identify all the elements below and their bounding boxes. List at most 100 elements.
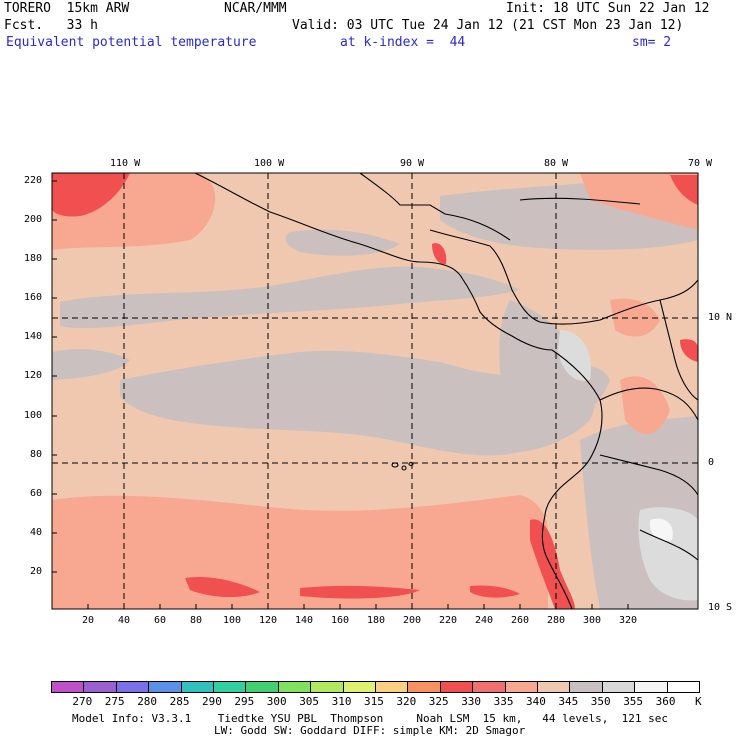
y-tick-label: 200 — [24, 214, 43, 225]
y-tick-label: 180 — [24, 253, 43, 264]
colorbar-label: 360 — [655, 695, 676, 708]
map-frame — [51, 172, 699, 610]
hot-zone-northwest — [52, 173, 130, 217]
x-tick-label: 160 — [331, 615, 350, 626]
x-tick-label: 180 — [367, 615, 386, 626]
hot-zone-colombia — [680, 339, 698, 362]
colorbar-label: 350 — [590, 695, 611, 708]
x-tick-label: 20 — [82, 615, 95, 626]
colorbar-swatch — [245, 681, 279, 693]
light-zone-andes-b — [558, 330, 591, 381]
colorbar-swatch — [277, 681, 312, 693]
y-tick-label: 160 — [24, 292, 43, 303]
warm-zones — [52, 173, 698, 609]
x-tick-label: 320 — [619, 615, 638, 626]
colorbar-label: 305 — [299, 695, 320, 708]
organization-label: NCAR/MMM — [224, 1, 287, 16]
colorbar-swatch — [180, 681, 214, 693]
lon-label-80w: 80 W — [544, 158, 569, 169]
y-tick-label: 20 — [30, 566, 43, 577]
field-name: Equivalent potential temperature — [6, 35, 257, 50]
warm-zone-northeast — [580, 173, 698, 230]
colorbar-label: 315 — [364, 695, 384, 708]
y-tick-label: 220 — [24, 175, 43, 186]
lon-label-70w: 70 W — [688, 158, 713, 169]
colorbar-unit: K — [695, 695, 702, 708]
warm-zone-east-b — [620, 376, 670, 434]
colorbar-swatch — [439, 681, 474, 693]
coastlines — [194, 172, 699, 610]
level-label: at k-index = 44 — [340, 35, 466, 50]
lon-label-110w: 110 W — [110, 158, 141, 169]
colorbar-label: 300 — [266, 695, 287, 708]
border-peru — [599, 454, 699, 496]
model-title: TORERO 15km ARW — [4, 1, 130, 16]
colorbar-swatch — [213, 681, 247, 693]
colorbar-label: 340 — [526, 695, 546, 708]
colorbar-swatch — [115, 681, 150, 693]
colorbar-swatch — [601, 681, 636, 693]
border-bolivia — [639, 529, 699, 561]
coast-south-america — [541, 349, 603, 610]
colorbar-label: 310 — [331, 695, 352, 708]
x-tick-label: 200 — [403, 615, 422, 626]
physics-info: LW: Godd SW: Goddard DIFF: simple KM: 2D… — [214, 724, 526, 737]
colorbar-label: 335 — [493, 695, 514, 708]
x-tick-label: 300 — [583, 615, 602, 626]
graticule — [52, 173, 698, 609]
colorbar-swatch — [148, 681, 182, 693]
coast-mexico — [194, 172, 553, 351]
hot-zone-south-c — [470, 585, 520, 598]
colorbar-swatch — [472, 681, 506, 693]
colorbar-label: 330 — [461, 695, 482, 708]
colorbar-swatch — [634, 681, 668, 693]
forecast-hour: Fcst. 33 h — [4, 18, 98, 33]
smoothing-label: sm= 2 — [632, 35, 672, 50]
colorbar-label: 320 — [396, 695, 417, 708]
colorbar-label: 270 — [72, 695, 93, 708]
y-tick-label: 80 — [30, 449, 43, 460]
lon-label-100w: 100 W — [254, 158, 285, 169]
model-info: Model Info: V3.3.1 Tiedtke YSU PBL Thomp… — [72, 712, 669, 725]
colorbar-label: 275 — [104, 695, 125, 708]
gray-zone-north — [60, 266, 520, 329]
x-tick-label: 280 — [547, 615, 566, 626]
colorbar-swatch — [83, 681, 117, 693]
lon-label-90w: 90 W — [400, 158, 425, 169]
hot-zone-guatemala — [432, 243, 447, 265]
colorbar-swatch — [407, 681, 441, 693]
warm-zone-south-ocean — [52, 495, 549, 609]
y-tick-label: 120 — [24, 370, 43, 381]
x-tick-label: 220 — [439, 615, 458, 626]
x-tick-label: 80 — [190, 615, 203, 626]
valid-time: Valid: 03 UTC Tue 24 Jan 12 (21 CST Mon … — [292, 18, 684, 33]
x-tick-label: 120 — [259, 615, 278, 626]
hot-zone-south-b — [300, 585, 420, 599]
colorbar-label: 280 — [137, 695, 158, 708]
x-tick-label: 140 — [295, 615, 314, 626]
coast-yucatan — [359, 172, 511, 241]
colorbar-swatch — [51, 681, 85, 693]
y-tick-label: 40 — [30, 527, 43, 538]
x-tick-label: 60 — [154, 615, 167, 626]
lat-label-0: 0 — [708, 457, 715, 468]
colorbar-swatch — [666, 681, 700, 693]
x-tick-label: 240 — [475, 615, 494, 626]
gray-zone-west — [52, 349, 130, 380]
hot-zone-northeast — [670, 175, 698, 205]
colorbar-swatch — [375, 681, 409, 693]
hot-zone-south-a — [185, 576, 260, 598]
hot-zone-coast — [530, 519, 575, 609]
x-tick-label: 40 — [118, 615, 131, 626]
hot-zones — [52, 173, 698, 609]
cuba-coast — [519, 197, 641, 205]
gray-zone-east-ocean — [499, 300, 597, 452]
colorbar-swatch — [569, 681, 603, 693]
colorbar-label: 325 — [428, 695, 449, 708]
x-tick-label: 100 — [223, 615, 242, 626]
colorbar-label: 295 — [234, 695, 255, 708]
frame-ticks — [52, 180, 629, 609]
gray-zone-central — [120, 350, 610, 456]
x-tick-label: 260 — [511, 615, 530, 626]
